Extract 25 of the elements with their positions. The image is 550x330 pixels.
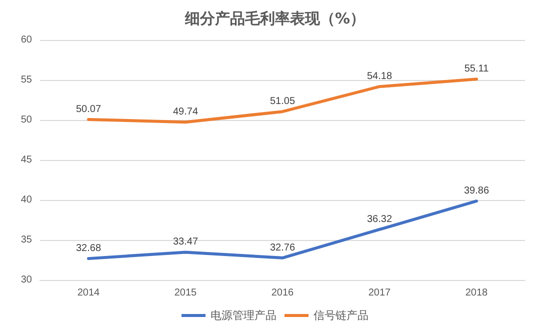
y-tick-label: 40 — [20, 194, 32, 206]
legend-label: 电源管理产品 — [210, 309, 276, 322]
data-label: 55.11 — [464, 64, 490, 75]
data-label: 39.86 — [464, 186, 490, 197]
data-label: 50.07 — [76, 104, 102, 115]
x-tick-label: 2016 — [271, 288, 294, 298]
data-label: 32.76 — [270, 242, 296, 254]
x-tick-label: 2014 — [77, 288, 100, 298]
data-label: 33.47 — [172, 236, 198, 248]
chart-title: 细分产品毛利率表现（%） — [184, 10, 366, 28]
y-tick-label: 50 — [20, 114, 32, 126]
y-tick-label: 60 — [20, 34, 32, 46]
data-label: 54.18 — [366, 71, 392, 82]
legend-label: 信号链产品 — [314, 309, 368, 322]
data-label: 51.05 — [270, 96, 296, 108]
x-tick-label: 2017 — [368, 288, 392, 298]
data-label: 32.68 — [76, 243, 102, 254]
data-label: 36.32 — [366, 214, 392, 225]
data-label: 49.74 — [172, 106, 198, 118]
x-tick-label: 2015 — [174, 288, 198, 298]
y-tick-label: 55 — [20, 74, 32, 86]
y-tick-label: 45 — [20, 154, 32, 166]
x-tick-label: 2018 — [465, 288, 488, 298]
y-tick-label: 35 — [20, 234, 32, 246]
y-tick-label: 30 — [20, 274, 32, 286]
